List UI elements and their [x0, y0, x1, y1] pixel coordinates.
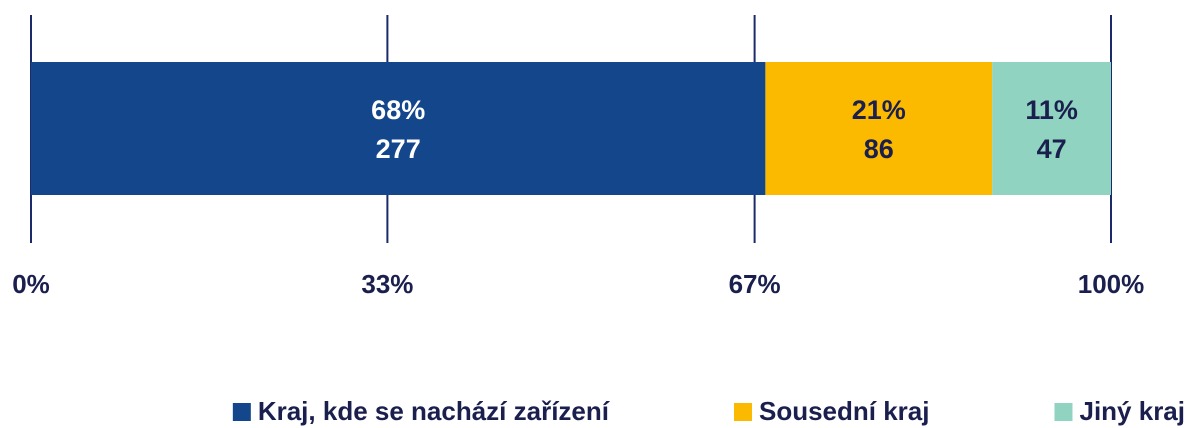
- bar-segment: [992, 62, 1111, 195]
- legend-label: Kraj, kde se nachází zařízení: [258, 396, 610, 426]
- count-label: 277: [376, 134, 421, 164]
- value-label: 11%: [1025, 95, 1078, 125]
- value-label: 68%: [371, 95, 425, 125]
- x-tick-label: 100%: [1078, 269, 1145, 299]
- legend-label: Jiný kraj: [1079, 396, 1185, 426]
- legend-swatch: [733, 403, 752, 421]
- legend-swatch: [232, 403, 251, 421]
- value-label: 21%: [852, 95, 906, 125]
- x-tick-label: 0%: [12, 269, 50, 299]
- legend-label: Sousední kraj: [759, 396, 930, 426]
- count-label: 47: [1037, 134, 1067, 164]
- legend-swatch: [1054, 403, 1073, 421]
- x-tick-label: 33%: [361, 269, 413, 299]
- count-label: 86: [864, 134, 894, 164]
- bar-segment: [765, 62, 993, 195]
- x-tick-label: 67%: [729, 269, 781, 299]
- bar-segment: [31, 62, 766, 195]
- legend: Kraj, kde se nachází zařízení Sousední kr…: [232, 396, 1185, 426]
